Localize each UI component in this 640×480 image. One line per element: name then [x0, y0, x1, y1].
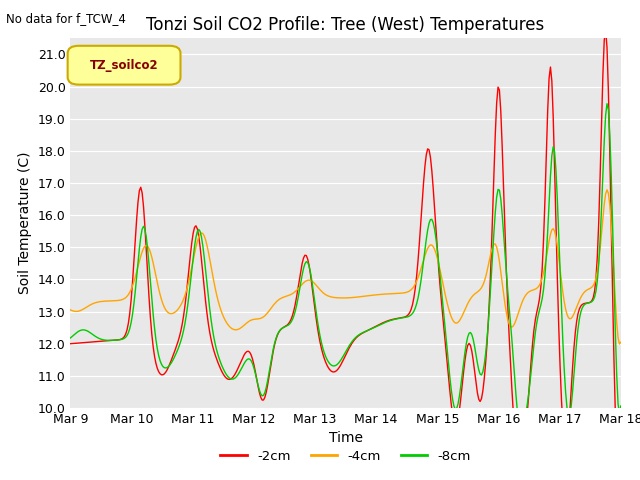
Legend: -2cm, -4cm, -8cm: -2cm, -4cm, -8cm — [215, 444, 476, 468]
Text: TZ_soilco2: TZ_soilco2 — [90, 59, 158, 72]
Y-axis label: Soil Temperature (C): Soil Temperature (C) — [18, 152, 32, 294]
X-axis label: Time: Time — [328, 432, 363, 445]
Text: No data for f_TCW_4: No data for f_TCW_4 — [6, 12, 126, 25]
FancyBboxPatch shape — [68, 46, 180, 84]
Title: Tonzi Soil CO2 Profile: Tree (West) Temperatures: Tonzi Soil CO2 Profile: Tree (West) Temp… — [147, 16, 545, 34]
